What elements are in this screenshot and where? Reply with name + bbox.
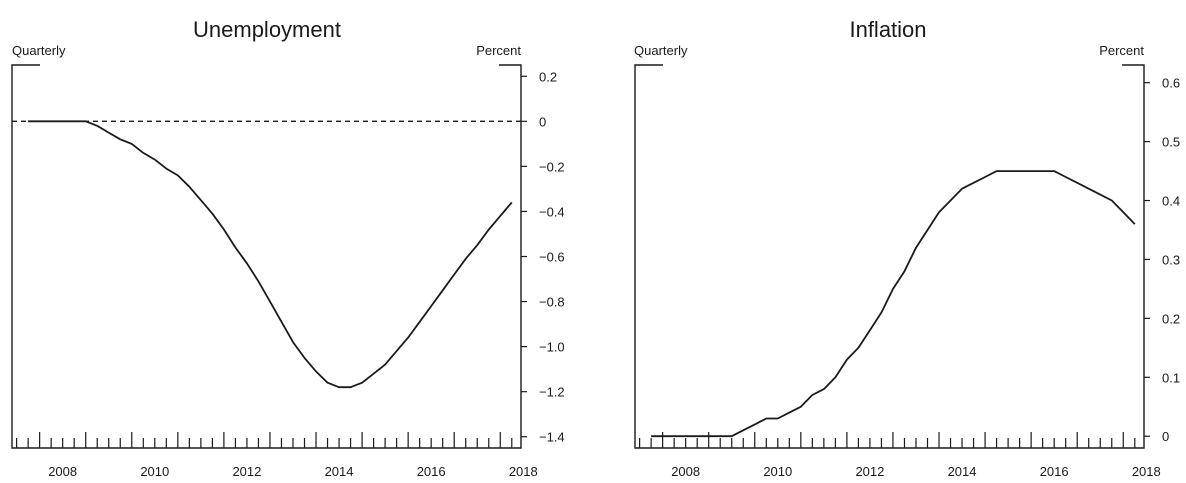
unemployment-chart: Unemployment Quarterly Percent 0.2 0 −0.2 −… bbox=[11, 17, 565, 479]
y-tick-label: 0.4 bbox=[1162, 194, 1180, 209]
y-tick-label: −0.8 bbox=[539, 295, 565, 310]
x-tick-label: 2016 bbox=[417, 464, 446, 479]
y-tick-label: −0.4 bbox=[539, 204, 565, 219]
y-tick-label: 0 bbox=[539, 114, 546, 129]
chart-title: Unemployment bbox=[193, 17, 341, 42]
y-tick-label: 0.2 bbox=[1162, 311, 1180, 326]
inflation-chart: Inflation Quarterly Percent 0.6 0.5 0.4 0.3… bbox=[634, 17, 1180, 479]
x-tick-label: 2010 bbox=[763, 464, 792, 479]
x-tick-label: 2018 bbox=[1132, 464, 1161, 479]
y-tick-label: −0.2 bbox=[539, 159, 565, 174]
frequency-label: Quarterly bbox=[634, 43, 688, 58]
y-tick-label: 0.1 bbox=[1162, 370, 1180, 385]
x-tick-label: 2014 bbox=[948, 464, 977, 479]
x-tick-label: 2008 bbox=[671, 464, 700, 479]
x-tick-label: 2012 bbox=[232, 464, 261, 479]
unit-label: Percent bbox=[476, 43, 521, 58]
x-tick-label: 2016 bbox=[1040, 464, 1069, 479]
y-tick-label: 0.5 bbox=[1162, 135, 1180, 150]
y-tick-label: 0.3 bbox=[1162, 252, 1180, 267]
plot-frame bbox=[11, 64, 522, 449]
x-tick-label: 2012 bbox=[855, 464, 884, 479]
y-tick-label: −0.6 bbox=[539, 250, 565, 265]
frequency-label: Quarterly bbox=[12, 43, 66, 58]
y-tick-label: 0 bbox=[1162, 429, 1169, 444]
y-tick-label: −1.4 bbox=[539, 430, 565, 445]
plot-frame bbox=[634, 64, 1145, 449]
unit-label: Percent bbox=[1099, 43, 1144, 58]
y-tick-label: 0.2 bbox=[539, 69, 557, 84]
chart-title: Inflation bbox=[849, 17, 926, 42]
x-tick-label: 2010 bbox=[140, 464, 169, 479]
y-tick-label: −1.2 bbox=[539, 385, 565, 400]
y-tick-label: 0.6 bbox=[1162, 76, 1180, 91]
x-tick-label: 2008 bbox=[48, 464, 77, 479]
x-tick-label: 2018 bbox=[509, 464, 538, 479]
series-line bbox=[651, 170, 1136, 438]
y-tick-label: −1.0 bbox=[539, 340, 565, 355]
x-tick-label: 2014 bbox=[325, 464, 354, 479]
series-line bbox=[28, 120, 513, 389]
